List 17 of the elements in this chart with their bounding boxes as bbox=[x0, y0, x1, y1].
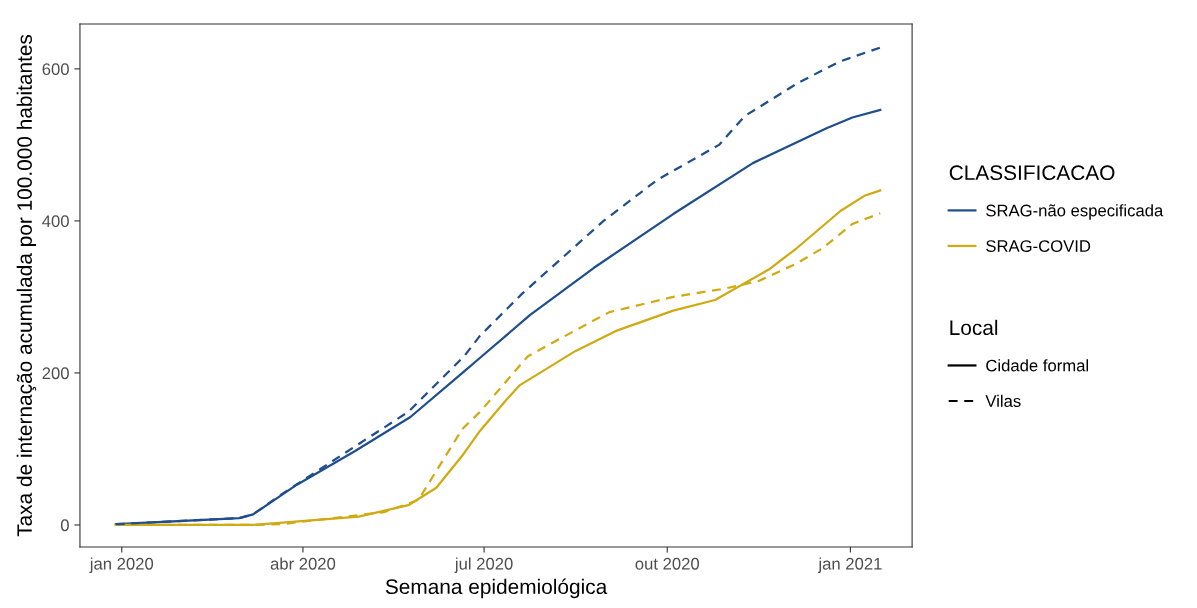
x-tick-label: jan 2021 bbox=[818, 557, 882, 573]
x-axis-title: Semana epidemiológica bbox=[385, 578, 608, 599]
text: Local bbox=[950, 319, 998, 336]
legend-label: SRAG-COVID bbox=[986, 240, 1091, 252]
y-tick-label: 400 bbox=[42, 215, 69, 228]
x-tick-label: jul 2020 bbox=[454, 557, 513, 573]
y-tick-label: 0 bbox=[60, 519, 69, 532]
y-tick-label: 200 bbox=[42, 367, 69, 380]
text: Vilas bbox=[985, 394, 1021, 407]
text: Cidade formal bbox=[986, 359, 1089, 372]
x-tick-label: out 2020 bbox=[635, 557, 700, 570]
x-tick-label: abr 2020 bbox=[270, 557, 336, 570]
y-tick-label: 600 bbox=[42, 63, 69, 76]
text: CLASSIFICACAO bbox=[949, 165, 1115, 181]
legend-label: SRAG-não especificada bbox=[986, 204, 1164, 220]
y-axis-title: Taxa de internação acumulada por 100.000 habitantes bbox=[16, 34, 37, 537]
x-tick-label: jan 2020 bbox=[89, 557, 154, 573]
